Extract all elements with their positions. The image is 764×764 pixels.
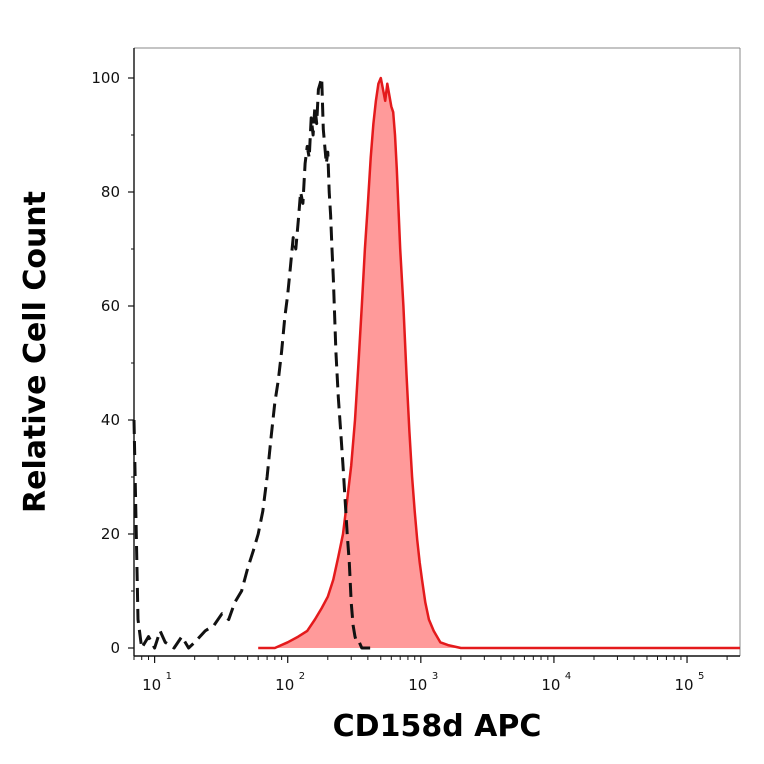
y-tick-label-0: 0 xyxy=(110,639,120,657)
y-axis-ticks: 0 20 40 60 80 100 xyxy=(91,69,134,657)
x-tick-exponent-0: 1 xyxy=(166,671,172,682)
series-1-area xyxy=(258,78,740,648)
x-tick-exponent-2: 3 xyxy=(432,671,438,682)
x-tick-label-4: 10 xyxy=(674,676,693,694)
series-layer xyxy=(132,76,740,650)
y-tick-label-4: 80 xyxy=(101,183,120,201)
y-tick-label-1: 20 xyxy=(101,525,120,543)
x-tick-label-3: 10 xyxy=(541,676,560,694)
x-tick-label-0: 10 xyxy=(142,676,161,694)
y-tick-label-5: 100 xyxy=(91,69,120,87)
x-tick-exponent-4: 5 xyxy=(698,671,704,682)
series-1-line xyxy=(258,76,740,650)
y-tick-label-3: 60 xyxy=(101,297,120,315)
y-tick-label-2: 40 xyxy=(101,411,120,429)
x-axis-ticks: 10 1 10 2 10 3 10 4 10 5 xyxy=(133,656,728,694)
x-tick-exponent-3: 4 xyxy=(565,671,571,682)
series-0-line xyxy=(132,76,372,650)
y-axis-title: Relative Cell Count xyxy=(18,191,53,513)
x-tick-exponent-1: 2 xyxy=(299,671,305,682)
x-axis-title: CD158d APC xyxy=(333,709,542,744)
plot-frame xyxy=(133,47,741,657)
x-tick-label-1: 10 xyxy=(275,676,294,694)
x-tick-label-2: 10 xyxy=(408,676,427,694)
